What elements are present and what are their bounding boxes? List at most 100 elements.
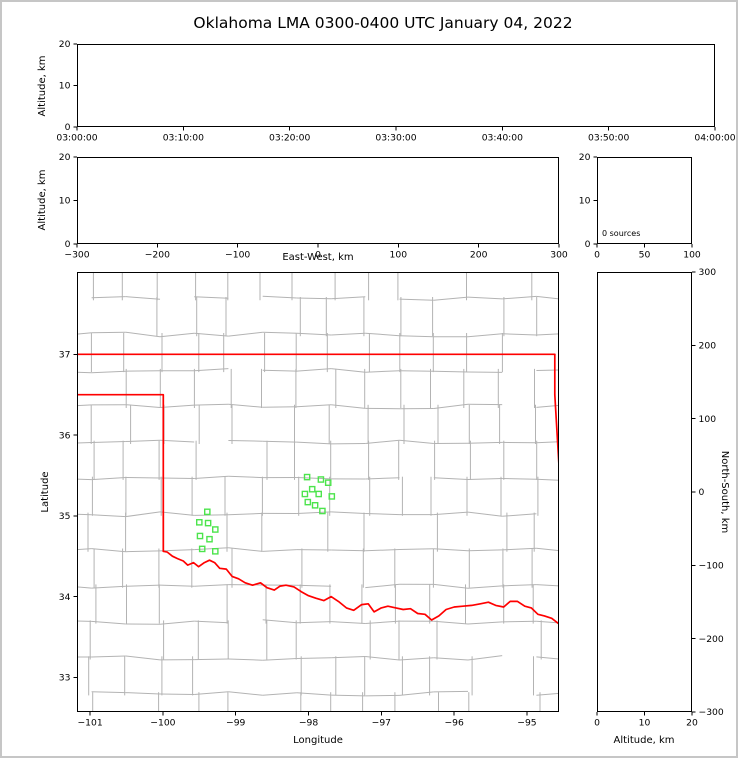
county-line	[296, 621, 332, 624]
y-tick-label: 10	[59, 196, 71, 207]
county-line	[365, 477, 400, 480]
x-tick-label: −98	[299, 718, 319, 729]
panel-frame-histogram	[597, 157, 692, 244]
county-line	[262, 619, 297, 624]
county-line	[331, 332, 366, 336]
panel-frame-time_height	[77, 44, 715, 127]
county-line	[126, 261, 160, 263]
county-line	[228, 691, 263, 696]
y-tick-label: 35	[59, 511, 71, 522]
x-tick-label: 50	[639, 250, 651, 261]
x-tick-label: −200	[145, 250, 170, 261]
x-tick-label: −95	[517, 718, 537, 729]
y-tick-label: −300	[699, 707, 724, 718]
county-line	[159, 477, 195, 479]
panel-frame-ns_height	[597, 272, 692, 712]
county-line	[194, 514, 229, 516]
county-grid	[77, 261, 559, 712]
county-line	[433, 690, 469, 693]
station-marker	[317, 476, 325, 483]
county-line	[91, 370, 126, 374]
station-marker	[198, 545, 206, 553]
county-line	[467, 621, 503, 625]
x-tick-label: 0	[594, 250, 600, 261]
county-line	[296, 368, 332, 372]
x-tick-label: 03:10:00	[163, 133, 204, 144]
county-line	[296, 297, 332, 300]
county-line	[536, 295, 559, 300]
county-line	[365, 439, 400, 444]
county-line	[194, 368, 229, 372]
county-line	[536, 547, 559, 552]
station-marker	[204, 519, 212, 527]
y-tick-label: 0	[65, 122, 71, 133]
county-line	[365, 656, 400, 661]
county-line	[194, 332, 229, 337]
county-line	[399, 439, 434, 444]
x-tick-label: 20	[686, 718, 698, 729]
ns-panel-x-axis-label: Altitude, km	[613, 735, 675, 746]
station-marker	[196, 532, 204, 540]
county-line	[125, 439, 161, 442]
county-line	[262, 295, 297, 299]
county-line	[159, 511, 195, 516]
panel-bg-ns_height	[597, 272, 692, 712]
y-tick-label: 20	[59, 39, 71, 50]
county-line	[467, 511, 503, 517]
county-line	[365, 549, 400, 552]
x-tick-label: −100	[150, 718, 175, 729]
county-line	[262, 549, 297, 552]
county-line	[159, 693, 195, 695]
y-tick-label: 0	[585, 239, 591, 250]
county-line	[331, 549, 366, 552]
county-line	[433, 511, 469, 516]
county-line	[194, 403, 229, 406]
county-line	[77, 513, 92, 516]
panel-bg-ew_height	[77, 157, 559, 244]
county-line	[467, 549, 503, 552]
county-line	[159, 439, 195, 443]
x-tick-label: −100	[225, 250, 250, 261]
county-line	[433, 657, 469, 661]
station-marker	[211, 526, 219, 533]
county-line	[502, 547, 537, 551]
station-marker	[206, 535, 213, 543]
y-tick-label: 300	[699, 267, 717, 278]
county-line	[159, 584, 195, 587]
county-line	[262, 658, 297, 661]
county-line	[77, 442, 92, 444]
county-line	[433, 583, 469, 589]
y-tick-label: 0	[699, 487, 705, 498]
state-border	[162, 550, 559, 625]
x-tick-label: 03:50:00	[588, 133, 629, 144]
county-line	[296, 441, 332, 445]
map-layers	[77, 261, 559, 712]
county-line	[228, 331, 263, 337]
county-line	[91, 477, 126, 481]
county-line	[125, 584, 161, 587]
x-tick-label: −300	[64, 250, 89, 261]
x-tick-label: 300	[550, 250, 568, 261]
map-x-axis-label: Longitude	[293, 735, 343, 746]
county-line	[159, 549, 195, 552]
y-tick-label: 20	[579, 152, 591, 163]
county-line	[296, 692, 332, 696]
county-line	[400, 261, 434, 262]
county-line	[296, 657, 332, 659]
x-tick-label: 04:00:00	[694, 133, 735, 144]
x-tick-label: 0	[315, 250, 321, 261]
y-tick-label: 200	[699, 341, 717, 352]
county-line	[502, 478, 537, 480]
station-marker	[319, 507, 326, 515]
state-border	[77, 393, 165, 553]
y-tick-label: 37	[59, 350, 71, 361]
county-line	[125, 477, 161, 479]
station-marker	[311, 502, 319, 509]
county-line	[331, 404, 366, 409]
panel-bg-histogram	[597, 157, 692, 244]
county-line	[433, 477, 469, 480]
county-line	[536, 692, 559, 696]
ns-panel-y-axis-label: North-South, km	[719, 450, 730, 534]
county-line	[77, 478, 92, 481]
